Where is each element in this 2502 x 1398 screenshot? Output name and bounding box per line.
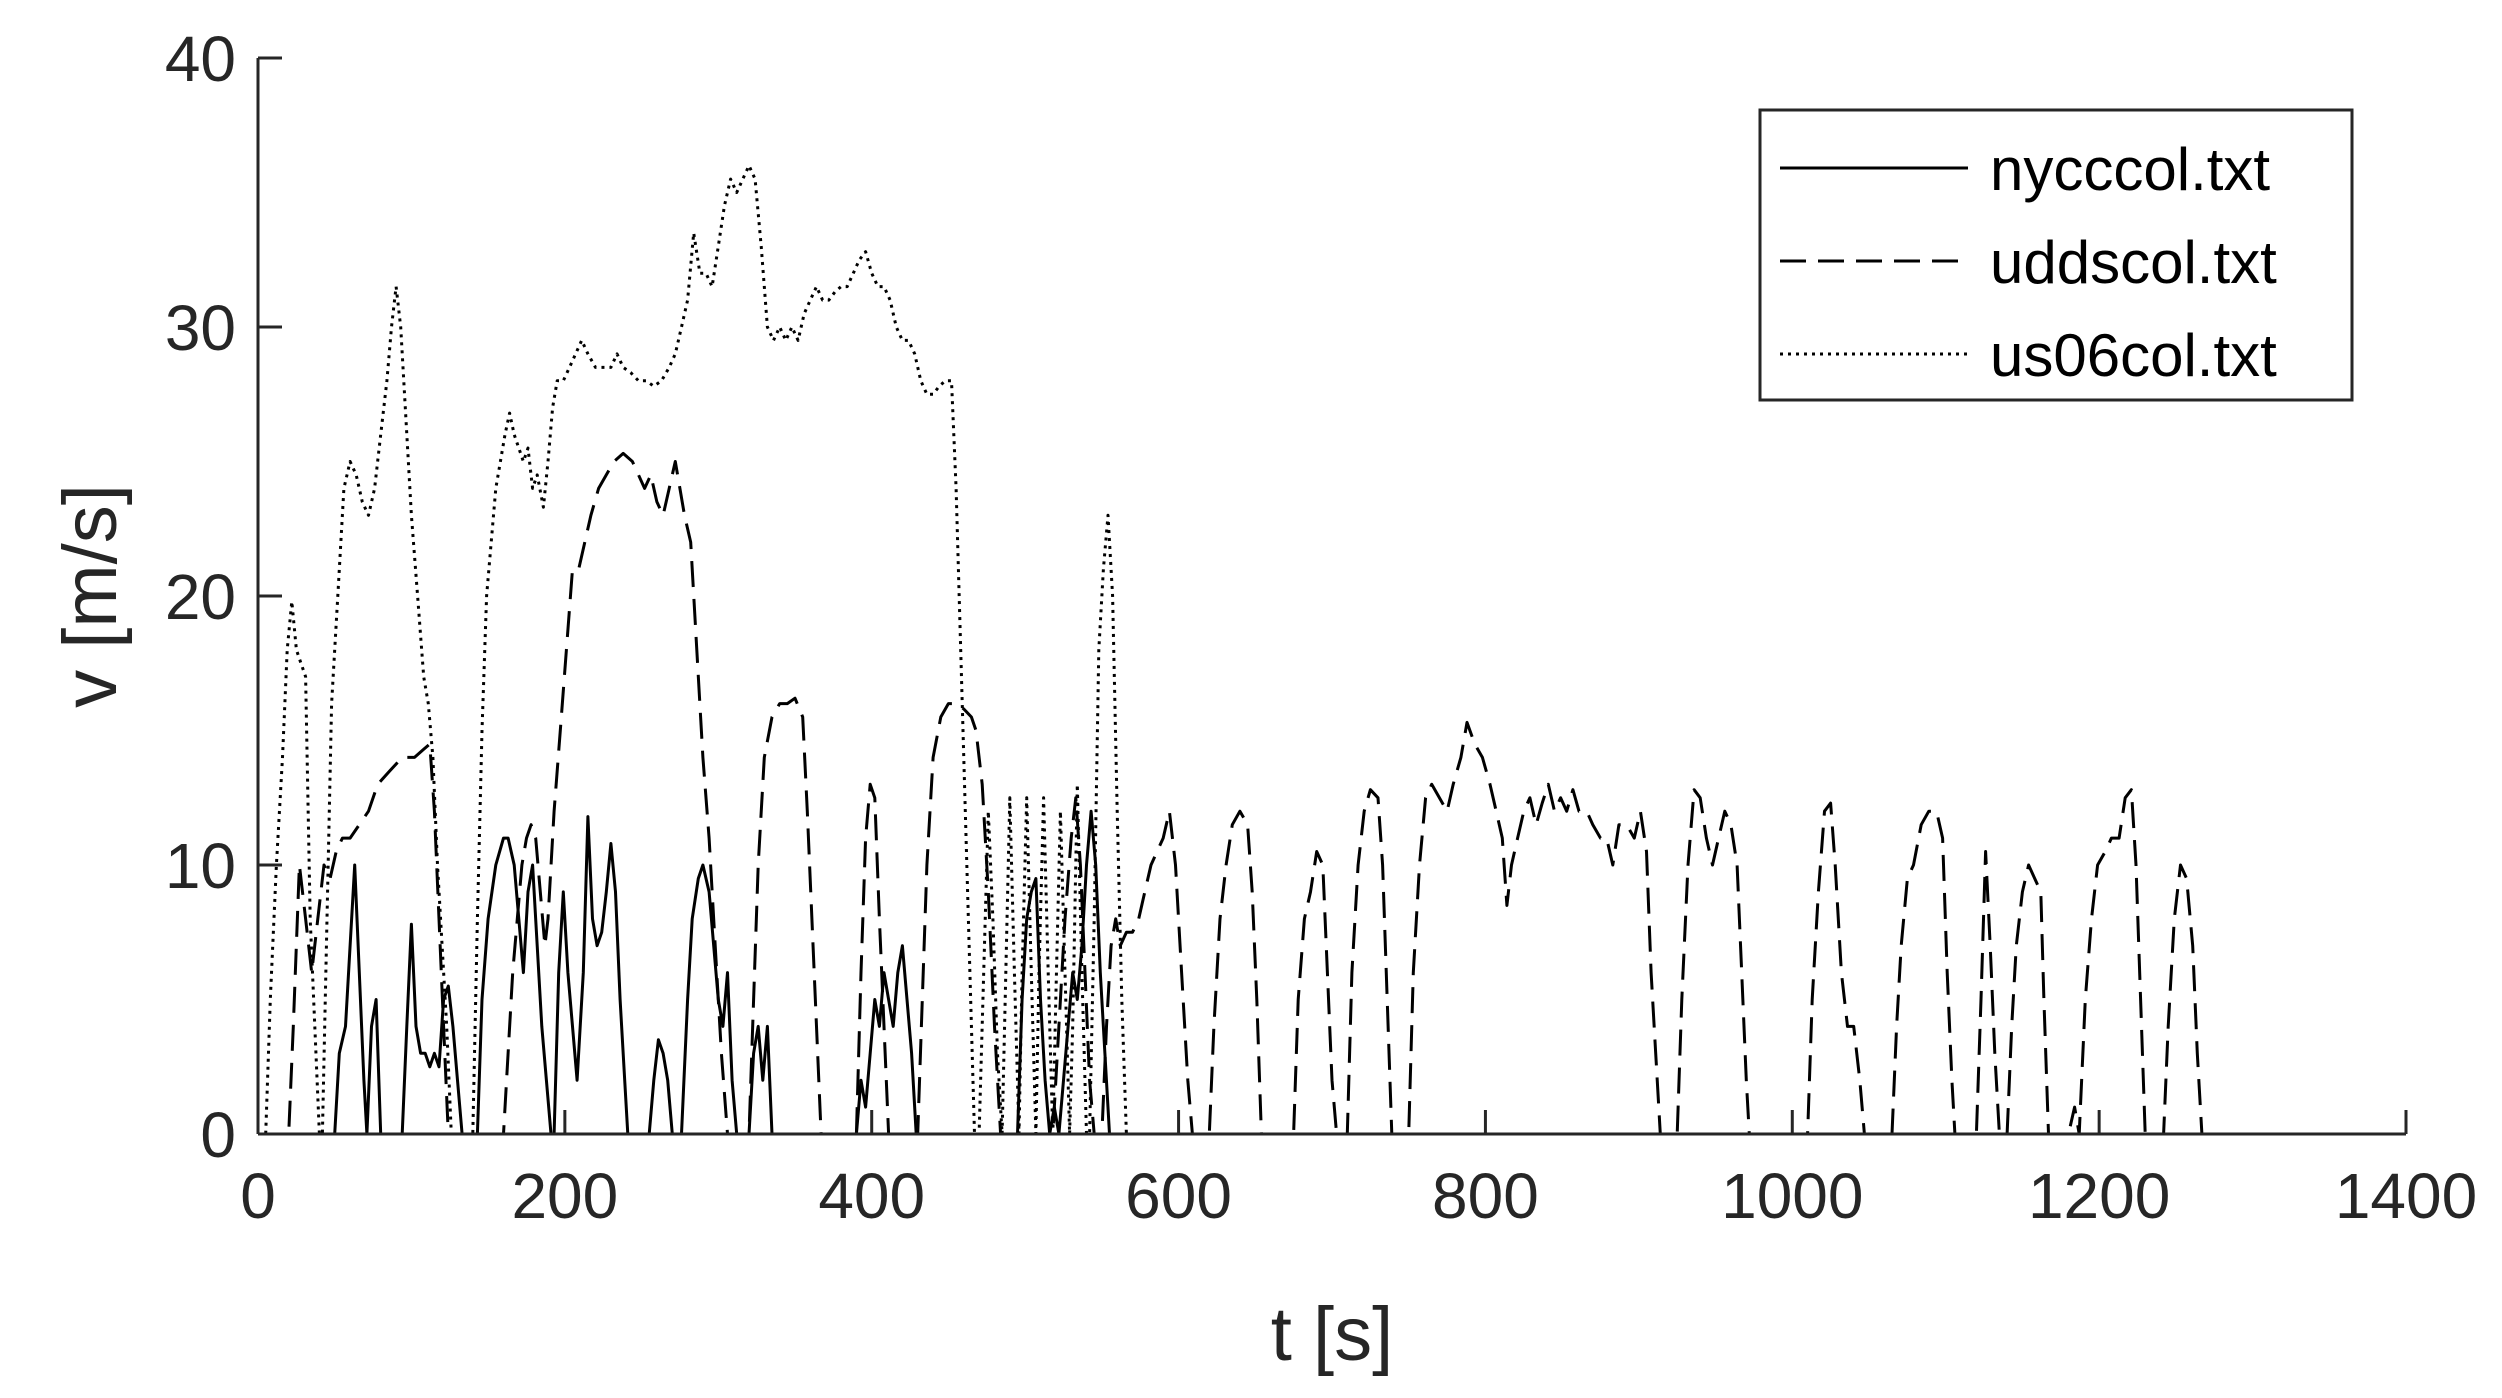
x-tick-label: 400 <box>818 1160 925 1232</box>
x-tick-label: 600 <box>1125 1160 1232 1232</box>
series-line-us06col-txt <box>258 164 1141 1136</box>
ticks-layer: 0 200 400 600 800 1000 1200 1400 0 10 20 30 40 <box>165 23 2477 1232</box>
legend-label: uddscol.txt <box>1990 229 2277 296</box>
x-tick-label: 1200 <box>2028 1160 2170 1232</box>
x-tick-label: 0 <box>240 1160 276 1232</box>
series-line-nycccol-txt <box>258 809 1118 1136</box>
y-tick-label: 10 <box>165 830 236 902</box>
x-tick-label: 1000 <box>1721 1160 1863 1232</box>
x-axis-label: t [s] <box>1271 1292 1393 1377</box>
y-tick-label: 20 <box>165 561 236 633</box>
legend-label: us06col.txt <box>1990 322 2277 389</box>
x-tick-label: 200 <box>511 1160 618 1232</box>
x-tick-label: 1400 <box>2335 1160 2477 1232</box>
y-axis-label: v [m/s] <box>48 484 133 708</box>
legend-box <box>1758 108 2354 402</box>
y-tick-label: 40 <box>165 23 236 95</box>
legend-label: nycccol.txt <box>1990 136 2270 203</box>
y-tick-label: 30 <box>165 292 236 364</box>
legend: nycccol.txt uddscol.txt us06col.txt <box>1758 108 2354 402</box>
y-tick-label: 0 <box>200 1099 236 1171</box>
x-tick-label: 800 <box>1432 1160 1539 1232</box>
